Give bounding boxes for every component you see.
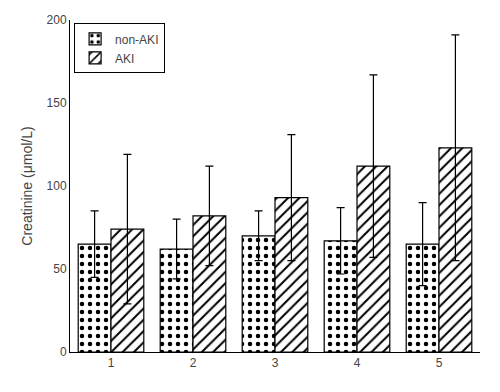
svg-text:2: 2	[190, 356, 197, 370]
svg-text:AKI: AKI	[115, 52, 134, 66]
svg-text:3: 3	[272, 356, 279, 370]
svg-text:5: 5	[436, 356, 443, 370]
svg-text:100: 100	[47, 179, 67, 193]
svg-text:0: 0	[60, 345, 67, 359]
svg-text:1: 1	[108, 356, 115, 370]
svg-text:50: 50	[53, 262, 67, 276]
svg-text:150: 150	[47, 96, 67, 110]
svg-text:non-AKI: non-AKI	[115, 33, 158, 47]
svg-text:200: 200	[47, 13, 67, 27]
svg-text:Creatinine (μmol/L): Creatinine (μmol/L)	[19, 126, 35, 245]
svg-text:4: 4	[354, 356, 361, 370]
